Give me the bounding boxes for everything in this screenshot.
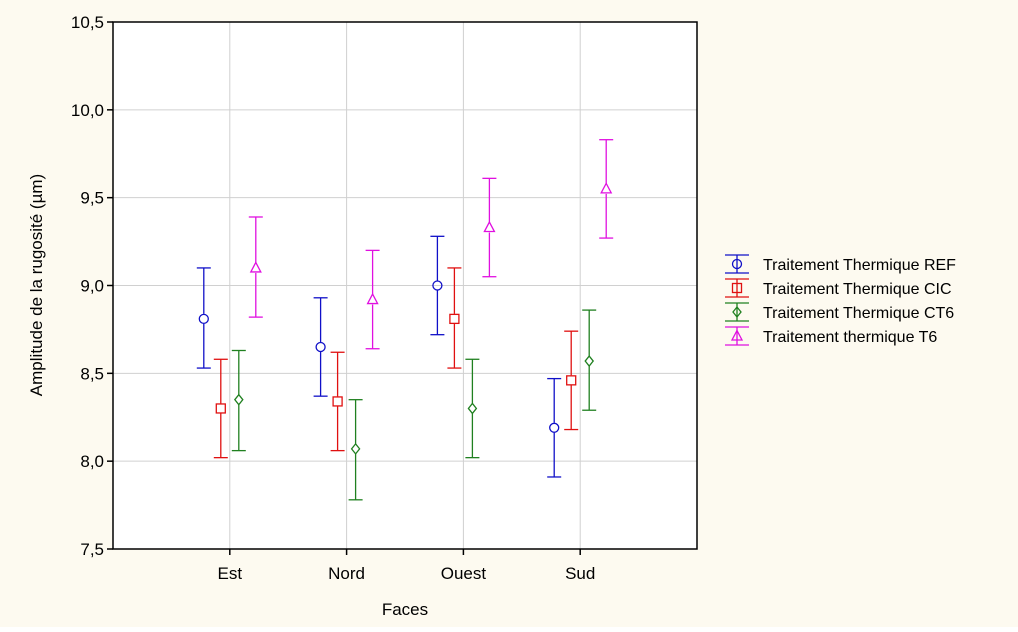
legend-label: Traitement Thermique CT6	[763, 305, 954, 322]
y-tick-label: 9,0	[80, 277, 104, 296]
legend-label: Traitement thermique T6	[763, 329, 937, 346]
x-tick-label-est: Est	[218, 564, 243, 583]
legend-label: Traitement Thermique CIC	[763, 281, 952, 298]
y-axis-title: Amplitude de la rugosité (µm)	[27, 174, 46, 396]
y-tick-label: 8,0	[80, 452, 104, 471]
legend-label: Traitement Thermique REF	[763, 257, 956, 274]
y-tick-label: 9,5	[80, 189, 104, 208]
x-tick-label-ouest: Ouest	[441, 564, 487, 583]
y-tick-label: 10,0	[71, 101, 104, 120]
y-tick-label: 8,5	[80, 364, 104, 383]
x-tick-label-sud: Sud	[565, 564, 595, 583]
y-tick-label: 10,5	[71, 13, 104, 32]
x-tick-label-nord: Nord	[328, 564, 365, 583]
x-axis-title: Faces	[382, 600, 428, 619]
y-tick-label: 7,5	[80, 540, 104, 559]
